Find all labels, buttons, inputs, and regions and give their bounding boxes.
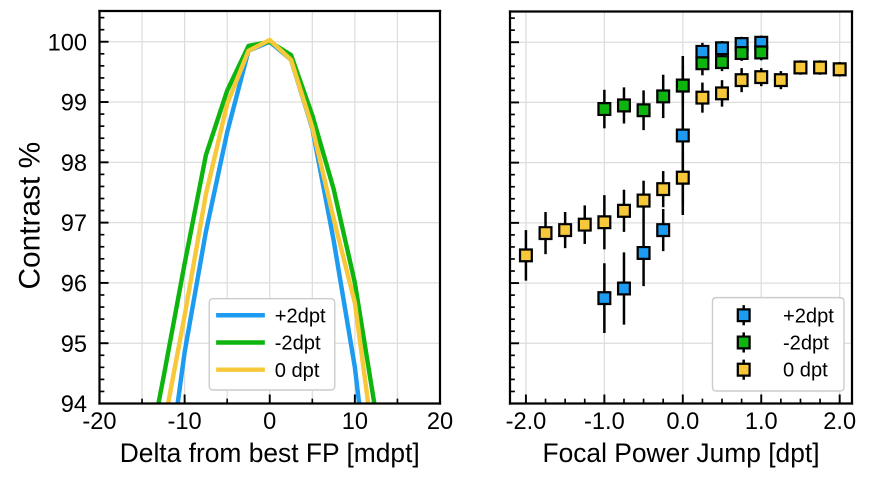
svg-text:-20: -20 (82, 409, 116, 435)
svg-text:95: 95 (61, 332, 87, 358)
svg-text:+2dpt: +2dpt (783, 305, 834, 327)
svg-text:Focal Power Jump [dpt]: Focal Power Jump [dpt] (542, 438, 819, 468)
svg-text:100: 100 (48, 30, 87, 56)
svg-text:10: 10 (342, 409, 368, 435)
svg-text:0.0: 0.0 (666, 409, 699, 435)
svg-text:-2.0: -2.0 (506, 409, 547, 435)
svg-text:94: 94 (61, 392, 87, 418)
svg-text:97: 97 (61, 211, 87, 237)
svg-text:+2dpt: +2dpt (275, 305, 326, 327)
svg-text:-2dpt: -2dpt (783, 333, 829, 355)
svg-text:98: 98 (61, 151, 87, 177)
svg-text:20: 20 (427, 409, 453, 435)
svg-text:-2dpt: -2dpt (275, 333, 321, 355)
svg-text:2.0: 2.0 (823, 409, 856, 435)
svg-text:96: 96 (61, 271, 87, 297)
svg-text:0: 0 (263, 409, 276, 435)
svg-text:99: 99 (61, 91, 87, 117)
svg-text:-1.0: -1.0 (584, 409, 625, 435)
svg-text:1.0: 1.0 (745, 409, 778, 435)
svg-text:-10: -10 (168, 409, 202, 435)
svg-text:0 dpt: 0 dpt (275, 360, 320, 382)
svg-text:Contrast %: Contrast % (13, 142, 46, 290)
svg-text:Delta from best FP [mdpt]: Delta from best FP [mdpt] (120, 438, 420, 468)
svg-text:0 dpt: 0 dpt (783, 360, 828, 382)
